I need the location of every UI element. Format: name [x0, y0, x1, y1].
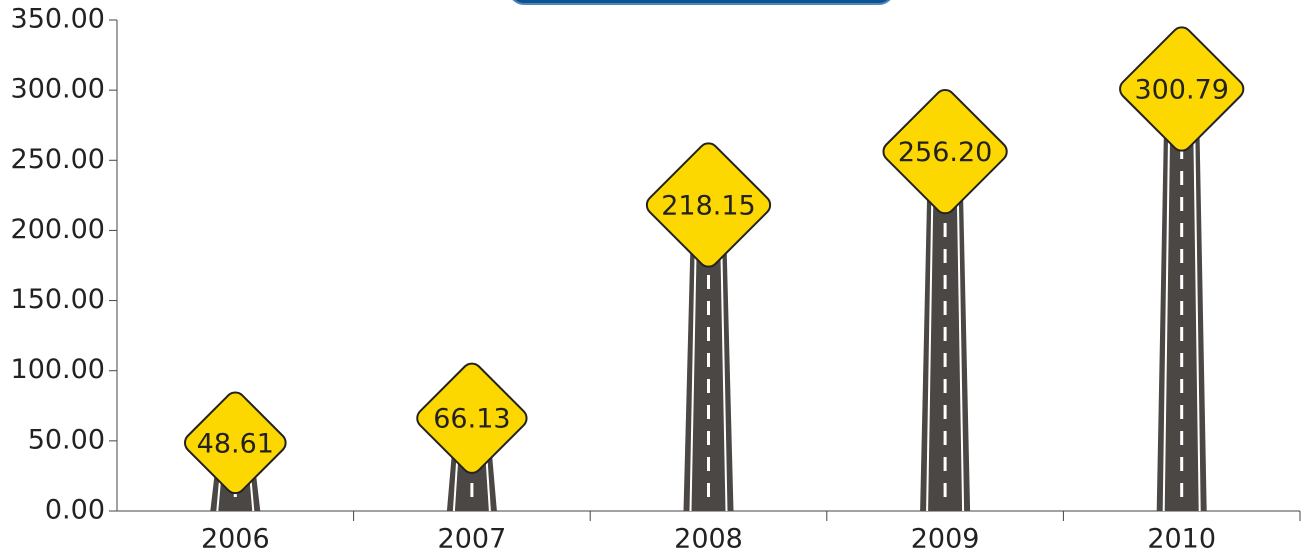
value-label: 300.79	[1134, 75, 1228, 106]
road-edge	[926, 151, 935, 512]
sign	[416, 362, 528, 474]
x-tick-label: 2009	[911, 524, 980, 555]
y-tick-label: 100.00	[11, 354, 105, 385]
value-label: 48.61	[197, 428, 274, 459]
road-edge	[1192, 89, 1201, 512]
sign	[645, 142, 772, 268]
value-label: 256.20	[898, 137, 992, 168]
x-tick-label: 2010	[1147, 524, 1216, 555]
y-tick-label: 350.00	[11, 4, 105, 35]
x-tick-label: 2007	[438, 524, 507, 555]
header-tab	[512, 0, 891, 5]
y-tick-label: 250.00	[11, 144, 105, 175]
y-tick-label: 200.00	[11, 214, 105, 245]
value-label: 66.13	[433, 404, 510, 435]
value-label: 218.15	[661, 190, 755, 221]
sign	[183, 391, 287, 495]
road-edge	[1162, 89, 1171, 512]
y-tick-label: 50.00	[28, 424, 105, 455]
y-tick-label: 150.00	[11, 284, 105, 315]
sign	[1119, 26, 1245, 152]
y-tick-label: 0.00	[45, 495, 105, 526]
x-tick-label: 2006	[201, 524, 270, 555]
y-tick-label: 300.00	[11, 74, 105, 105]
road-edge	[956, 151, 965, 512]
sign	[882, 88, 1008, 215]
x-tick-label: 2008	[674, 524, 743, 555]
